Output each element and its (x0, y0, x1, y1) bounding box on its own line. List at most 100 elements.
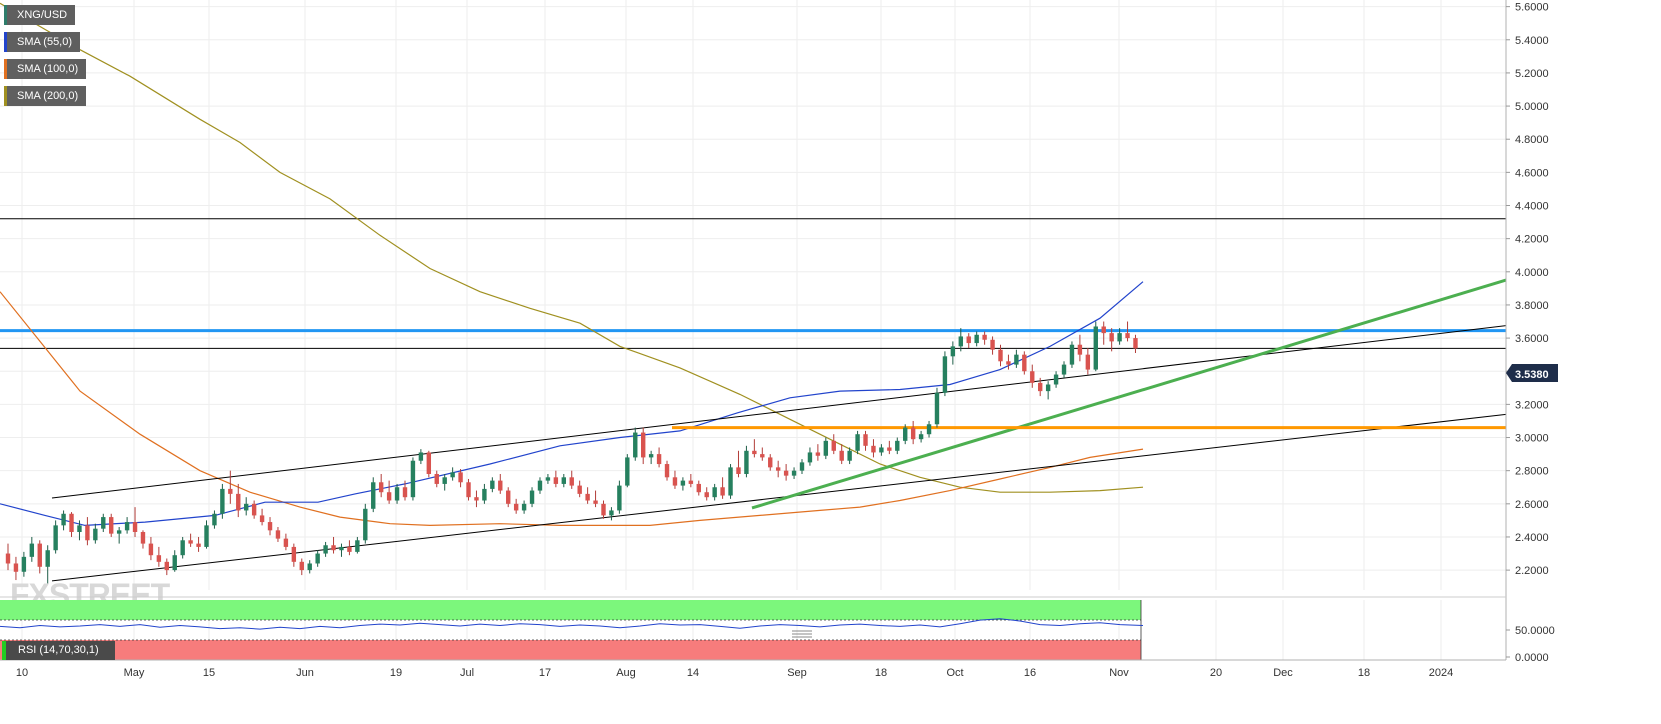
candle-body (815, 452, 821, 456)
candle-body (1077, 344, 1083, 355)
time-tick-label: Sep (787, 667, 807, 679)
candle-body (386, 492, 392, 501)
candle-body (132, 522, 138, 532)
rsi-tick-label: 0.0000 (1515, 652, 1549, 664)
candle-body (212, 513, 217, 526)
candle-body (69, 513, 74, 532)
candle-body (1053, 374, 1059, 385)
price-tick-label: 3.2000 (1515, 399, 1549, 411)
candle-body (109, 517, 114, 534)
price-tick-label: 4.8000 (1515, 134, 1549, 146)
time-tick-label: 15 (203, 667, 215, 679)
candle-body (172, 555, 177, 571)
panel-resize-handle[interactable] (792, 630, 812, 638)
candle-body (116, 530, 122, 534)
candle-body (569, 477, 574, 486)
candle-body (29, 543, 35, 557)
candle-body (506, 490, 511, 504)
time-tick-label: 17 (539, 667, 551, 679)
time-tick-label: 2024 (1429, 667, 1453, 679)
candle-body (1117, 333, 1122, 342)
candle-body (950, 346, 956, 357)
candle-body (1125, 333, 1130, 339)
candle-body (648, 454, 654, 458)
legend-sma-200[interactable]: SMA (200,0) (4, 86, 87, 106)
candle-body (942, 356, 948, 393)
candle-body (537, 480, 543, 491)
rsi-overbought-zone (0, 600, 1141, 620)
time-tick-label: 14 (687, 667, 699, 679)
candle-body (85, 525, 90, 541)
candle-body (871, 445, 876, 453)
last-price-label: 3.5380 (1515, 369, 1549, 381)
price-tick-label: 4.2000 (1515, 234, 1549, 246)
legend-xngusd[interactable]: XNG/USD (4, 5, 76, 25)
candle-body (656, 454, 662, 465)
time-axis: 10 May 15 Jun 19 Jul 17 Aug 14 Sep 18 Oct 16 Nov 20 Dec… (0, 659, 1506, 679)
candle-body (553, 477, 559, 484)
candle-body (577, 485, 582, 494)
candle-body (895, 440, 900, 451)
candle-body (958, 336, 963, 347)
candle-body (474, 497, 479, 501)
candle-body (823, 440, 829, 456)
candle-body (204, 525, 209, 547)
candle-body (283, 538, 289, 547)
candle-body (299, 561, 304, 571)
candle-body (466, 482, 471, 498)
candle-body (259, 515, 265, 523)
candle-body (521, 503, 527, 511)
candle-body (490, 480, 495, 489)
legend-sma-100[interactable]: SMA (100,0) (4, 59, 87, 79)
candle-body (236, 493, 241, 511)
candle-body (513, 503, 519, 511)
candle-body (37, 543, 42, 567)
price-axis-background (1506, 0, 1661, 724)
candle-body (291, 546, 297, 562)
legend-rsi[interactable]: RSI (14,70,30,1) (2, 641, 115, 660)
candle-body (696, 483, 701, 493)
candle-body (910, 427, 916, 440)
trendlines (51, 278, 1507, 582)
candle-body (347, 546, 352, 552)
candle-body (1030, 371, 1035, 383)
candle-body (585, 493, 590, 501)
candle-body (839, 450, 844, 461)
plot-background (0, 0, 1506, 590)
candle-body (593, 500, 598, 504)
time-tick-label: Oct (946, 667, 963, 679)
candle-body (1093, 326, 1098, 370)
candle-body (156, 555, 162, 562)
legend-sma-55[interactable]: SMA (55,0) (4, 32, 81, 52)
candle-body (934, 392, 940, 425)
candle-body (926, 424, 932, 435)
price-tick-label: 3.8000 (1515, 300, 1549, 312)
candle-body (77, 525, 82, 532)
candle-body (244, 503, 249, 511)
candle-body (442, 477, 447, 484)
candle-body (323, 545, 328, 554)
candle-body (267, 522, 273, 531)
candle-body (791, 470, 797, 476)
candle-body (1038, 382, 1043, 392)
candle-body (807, 452, 813, 463)
candle-body (990, 339, 995, 350)
candle-body (45, 550, 50, 567)
candle-body (498, 480, 503, 491)
candle-body (1085, 354, 1091, 370)
candle-body (1045, 384, 1051, 392)
candle-body (251, 503, 257, 516)
candle-body (966, 336, 971, 344)
candlestick-series (5, 321, 1138, 584)
candle-body (712, 487, 717, 498)
candle-body (13, 563, 19, 572)
candle-body (124, 522, 130, 531)
candle-body (228, 488, 233, 494)
candle-body (331, 545, 336, 551)
candle-body (982, 334, 987, 340)
candle-body (625, 457, 630, 486)
candle-body (140, 531, 146, 544)
candle-body (561, 477, 566, 484)
candle-body (752, 450, 757, 455)
